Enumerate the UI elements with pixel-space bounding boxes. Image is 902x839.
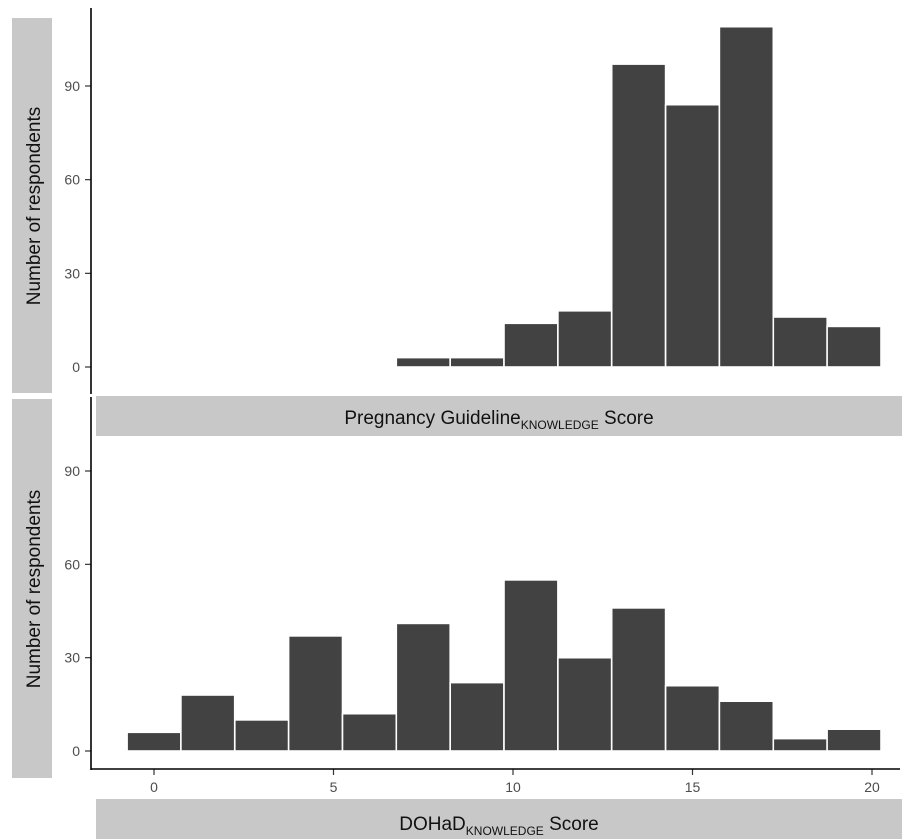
bottom-bar-3 bbox=[287, 635, 344, 752]
bottom-x-tick-label-1: 5 bbox=[330, 779, 338, 795]
bottom-xlabel-strip bbox=[96, 799, 902, 839]
bottom-bar-7 bbox=[503, 579, 559, 752]
bottom-histogram-panel: Number of respondents 0 30 60 90 0 5 10 15 20 D… bbox=[12, 397, 902, 839]
bottom-bar-11 bbox=[718, 700, 775, 752]
bottom-bars bbox=[126, 579, 882, 752]
bottom-ylabel-strip bbox=[12, 399, 52, 778]
bottom-x-ticks: 0 5 10 15 20 bbox=[150, 769, 880, 795]
bottom-y-tick-label-0: 0 bbox=[72, 743, 80, 759]
bottom-bar-2 bbox=[234, 719, 290, 752]
top-bar-2 bbox=[503, 322, 559, 368]
bottom-bar-13 bbox=[826, 728, 882, 752]
top-y-tick-label-3: 90 bbox=[64, 78, 80, 94]
top-x-axis-label-suffix: Score bbox=[604, 408, 654, 429]
top-bars bbox=[395, 25, 882, 368]
bottom-y-axis-label: Number of respondents bbox=[24, 490, 45, 689]
bottom-x-axis-label-suffix: Score bbox=[549, 814, 599, 835]
bottom-x-tick-label-2: 10 bbox=[505, 779, 521, 795]
top-bar-1 bbox=[449, 356, 505, 368]
top-xlabel-strip bbox=[96, 396, 902, 436]
top-bar-3 bbox=[557, 309, 613, 368]
top-bar-8 bbox=[826, 325, 882, 368]
top-x-axis-label-subscript: KNOWLEDGE bbox=[521, 418, 599, 432]
bottom-y-tick-label-2: 60 bbox=[64, 556, 80, 572]
bottom-x-axis-label-main: DOHaD bbox=[399, 814, 466, 835]
top-bar-6 bbox=[718, 25, 775, 368]
bottom-y-tick-label-3: 90 bbox=[64, 463, 80, 479]
top-y-tick-label-1: 30 bbox=[64, 265, 80, 281]
bottom-x-tick-label-3: 15 bbox=[685, 779, 701, 795]
bottom-bar-8 bbox=[557, 656, 613, 752]
bottom-bar-9 bbox=[610, 607, 667, 752]
top-y-axis-label: Number of respondents bbox=[24, 107, 45, 306]
bottom-x-tick-label-4: 20 bbox=[864, 779, 880, 795]
bottom-bar-1 bbox=[180, 694, 236, 752]
top-bar-5 bbox=[664, 103, 721, 368]
bottom-x-axis-label-subscript: KNOWLEDGE bbox=[466, 824, 544, 838]
bottom-bar-4 bbox=[341, 712, 398, 752]
top-x-axis-label-main: Pregnancy Guideline bbox=[344, 408, 520, 429]
top-bar-0 bbox=[395, 356, 451, 368]
bottom-x-tick-label-0: 0 bbox=[150, 779, 158, 795]
bottom-bar-12 bbox=[772, 737, 828, 752]
bottom-y-tick-label-1: 30 bbox=[64, 650, 80, 666]
top-bar-4 bbox=[610, 63, 667, 368]
bottom-bar-0 bbox=[126, 731, 182, 752]
top-ylabel-strip bbox=[12, 18, 52, 393]
top-histogram-panel: Number of respondents 0 30 60 90 Pregnancy … bbox=[12, 8, 902, 436]
bottom-y-ticks: 0 30 60 90 bbox=[64, 463, 91, 759]
top-y-tick-label-0: 0 bbox=[72, 359, 80, 375]
top-x-axis-label: Pregnancy GuidelineKNOWLEDGE Score bbox=[344, 408, 653, 432]
bottom-bar-5 bbox=[395, 622, 451, 752]
top-y-ticks: 0 30 60 90 bbox=[64, 78, 91, 375]
bottom-bar-10 bbox=[664, 684, 721, 752]
bottom-x-axis-label: DOHaDKNOWLEDGE Score bbox=[399, 814, 598, 838]
top-bar-7 bbox=[772, 316, 828, 368]
top-y-tick-label-2: 60 bbox=[64, 172, 80, 188]
bottom-bar-6 bbox=[449, 681, 505, 752]
